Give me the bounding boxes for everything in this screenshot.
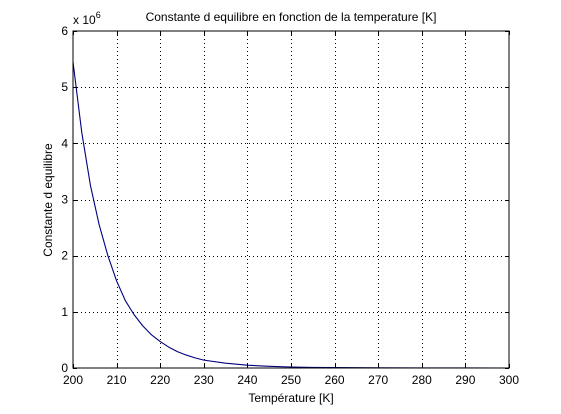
- y-multiplier: x 106: [73, 10, 101, 27]
- x-axis-label: Température [K]: [248, 391, 333, 405]
- y-multiplier-base: x 10: [73, 13, 96, 27]
- x-tick-label: 290: [455, 373, 475, 387]
- grid: [73, 31, 509, 368]
- x-tick-label: 280: [412, 373, 432, 387]
- y-tick-label: 1: [61, 305, 68, 319]
- x-tick-label: 260: [325, 373, 345, 387]
- x-tick-label: 240: [237, 373, 257, 387]
- x-tick-label: 200: [63, 373, 83, 387]
- x-tick-label: 250: [281, 373, 301, 387]
- tick-labels: 200 210 220 230 240 250 260 270 280 290 300 0 1 2 3 4 5 6: [61, 24, 519, 387]
- x-tick-label: 220: [150, 373, 170, 387]
- y-tick-label: 0: [61, 361, 68, 375]
- x-tick-label: 210: [107, 373, 127, 387]
- y-tick-label: 3: [61, 193, 68, 207]
- y-tick-label: 4: [61, 136, 68, 150]
- chart-title: Constante d equilibre en fonction de la …: [146, 10, 437, 24]
- y-tick-label: 2: [61, 249, 68, 263]
- ticks: [73, 31, 510, 369]
- y-multiplier-exponent: 6: [96, 10, 101, 20]
- x-tick-label: 300: [499, 373, 519, 387]
- x-tick-label: 230: [194, 373, 214, 387]
- x-tick-label: 270: [368, 373, 388, 387]
- y-tick-label: 5: [61, 80, 68, 94]
- y-tick-label: 6: [61, 24, 68, 38]
- y-axis-label: Constante d equilibre: [41, 143, 55, 257]
